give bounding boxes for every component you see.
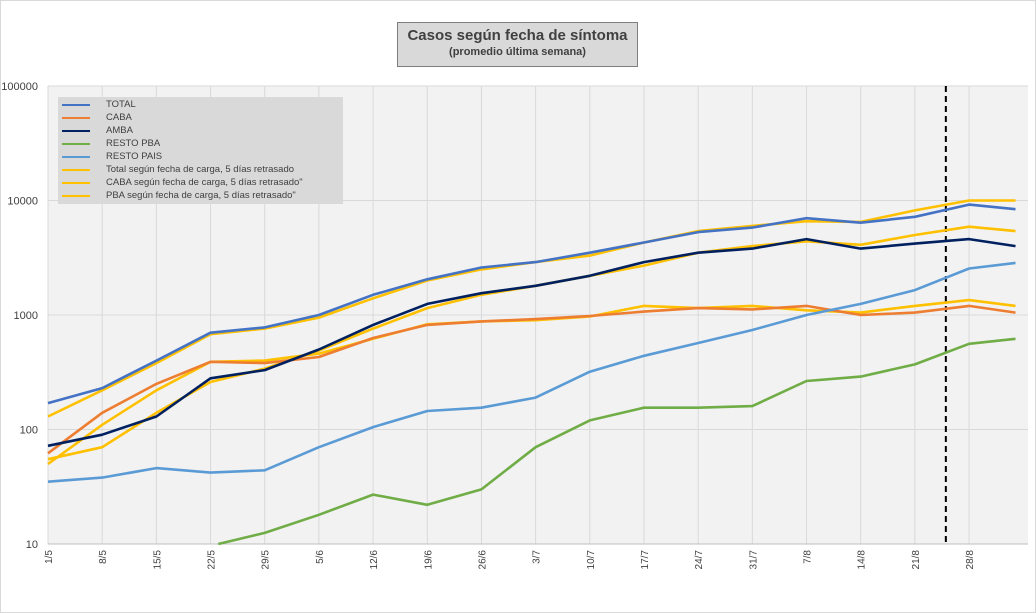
legend-swatch	[62, 195, 90, 197]
y-tick-label: 1000	[14, 310, 38, 322]
legend-swatch	[62, 130, 90, 132]
x-tick-label: 15/5	[152, 550, 163, 570]
chart-title: Casos según fecha de síntoma	[407, 27, 628, 44]
series-line-0	[47, 203, 1016, 405]
x-tick-label: 31/7	[748, 550, 759, 570]
x-tick-label: 1/5	[44, 550, 55, 564]
x-tick-label: 14/8	[857, 550, 868, 570]
x-tick-label: 12/6	[369, 550, 380, 570]
x-tick-label: 5/6	[315, 550, 326, 564]
legend-label: RESTO PAIS	[106, 151, 163, 162]
x-tick-label: 3/7	[532, 550, 543, 564]
legend-swatch	[62, 104, 90, 106]
x-tick-label: 17/7	[640, 550, 651, 570]
series-line-3	[217, 337, 1016, 546]
x-tick-label: 10/7	[586, 550, 597, 570]
series-layer	[47, 86, 1016, 546]
x-tick-label: 19/6	[423, 550, 434, 570]
x-tick-label: 8/5	[98, 550, 109, 564]
y-tick-label: 10000	[7, 196, 38, 208]
axis-layer: 10 100 1000 10000 100000 1/5 8/5 15/5 22/5 29/5 5/…	[1, 81, 1028, 569]
legend-swatch	[62, 143, 90, 145]
y-tick-label: 100000	[1, 81, 38, 93]
legend-label: CABA según fecha de carga, 5 días retras…	[106, 177, 303, 188]
x-tick-label: 29/5	[261, 550, 272, 570]
x-tick-label: 24/7	[694, 550, 705, 570]
series-line-2	[47, 237, 1016, 448]
legend-label: PBA según fecha de carga, 5 días retrasa…	[106, 190, 296, 201]
y-tick-label: 100	[20, 425, 38, 437]
legend: TOTAL CABA AMBA RESTO PBA RESTO PAIS Total se…	[58, 97, 343, 204]
legend-label: TOTAL	[106, 99, 136, 110]
x-tick-label: 21/8	[911, 550, 922, 570]
x-tick-label: 7/8	[803, 550, 814, 564]
y-tick-label: 10	[26, 539, 38, 551]
series-line-4	[47, 261, 1016, 483]
x-tick-label: 26/6	[477, 550, 488, 570]
legend-swatch	[62, 117, 90, 119]
legend-label: Total según fecha de carga, 5 días retra…	[106, 164, 295, 175]
chart-title-box: Casos según fecha de síntoma (promedio ú…	[397, 22, 638, 67]
series-line-1	[47, 304, 1016, 455]
legend-swatch	[62, 182, 90, 184]
legend-label: AMBA	[106, 125, 133, 136]
x-tick-label: 28/8	[965, 550, 976, 570]
legend-swatch	[62, 156, 90, 158]
legend-label: CABA	[106, 112, 132, 123]
legend-swatch	[62, 169, 90, 171]
legend-label: RESTO PBA	[106, 138, 161, 149]
x-tick-label: 22/5	[207, 550, 218, 570]
chart-subtitle: (promedio última semana)	[449, 46, 586, 58]
